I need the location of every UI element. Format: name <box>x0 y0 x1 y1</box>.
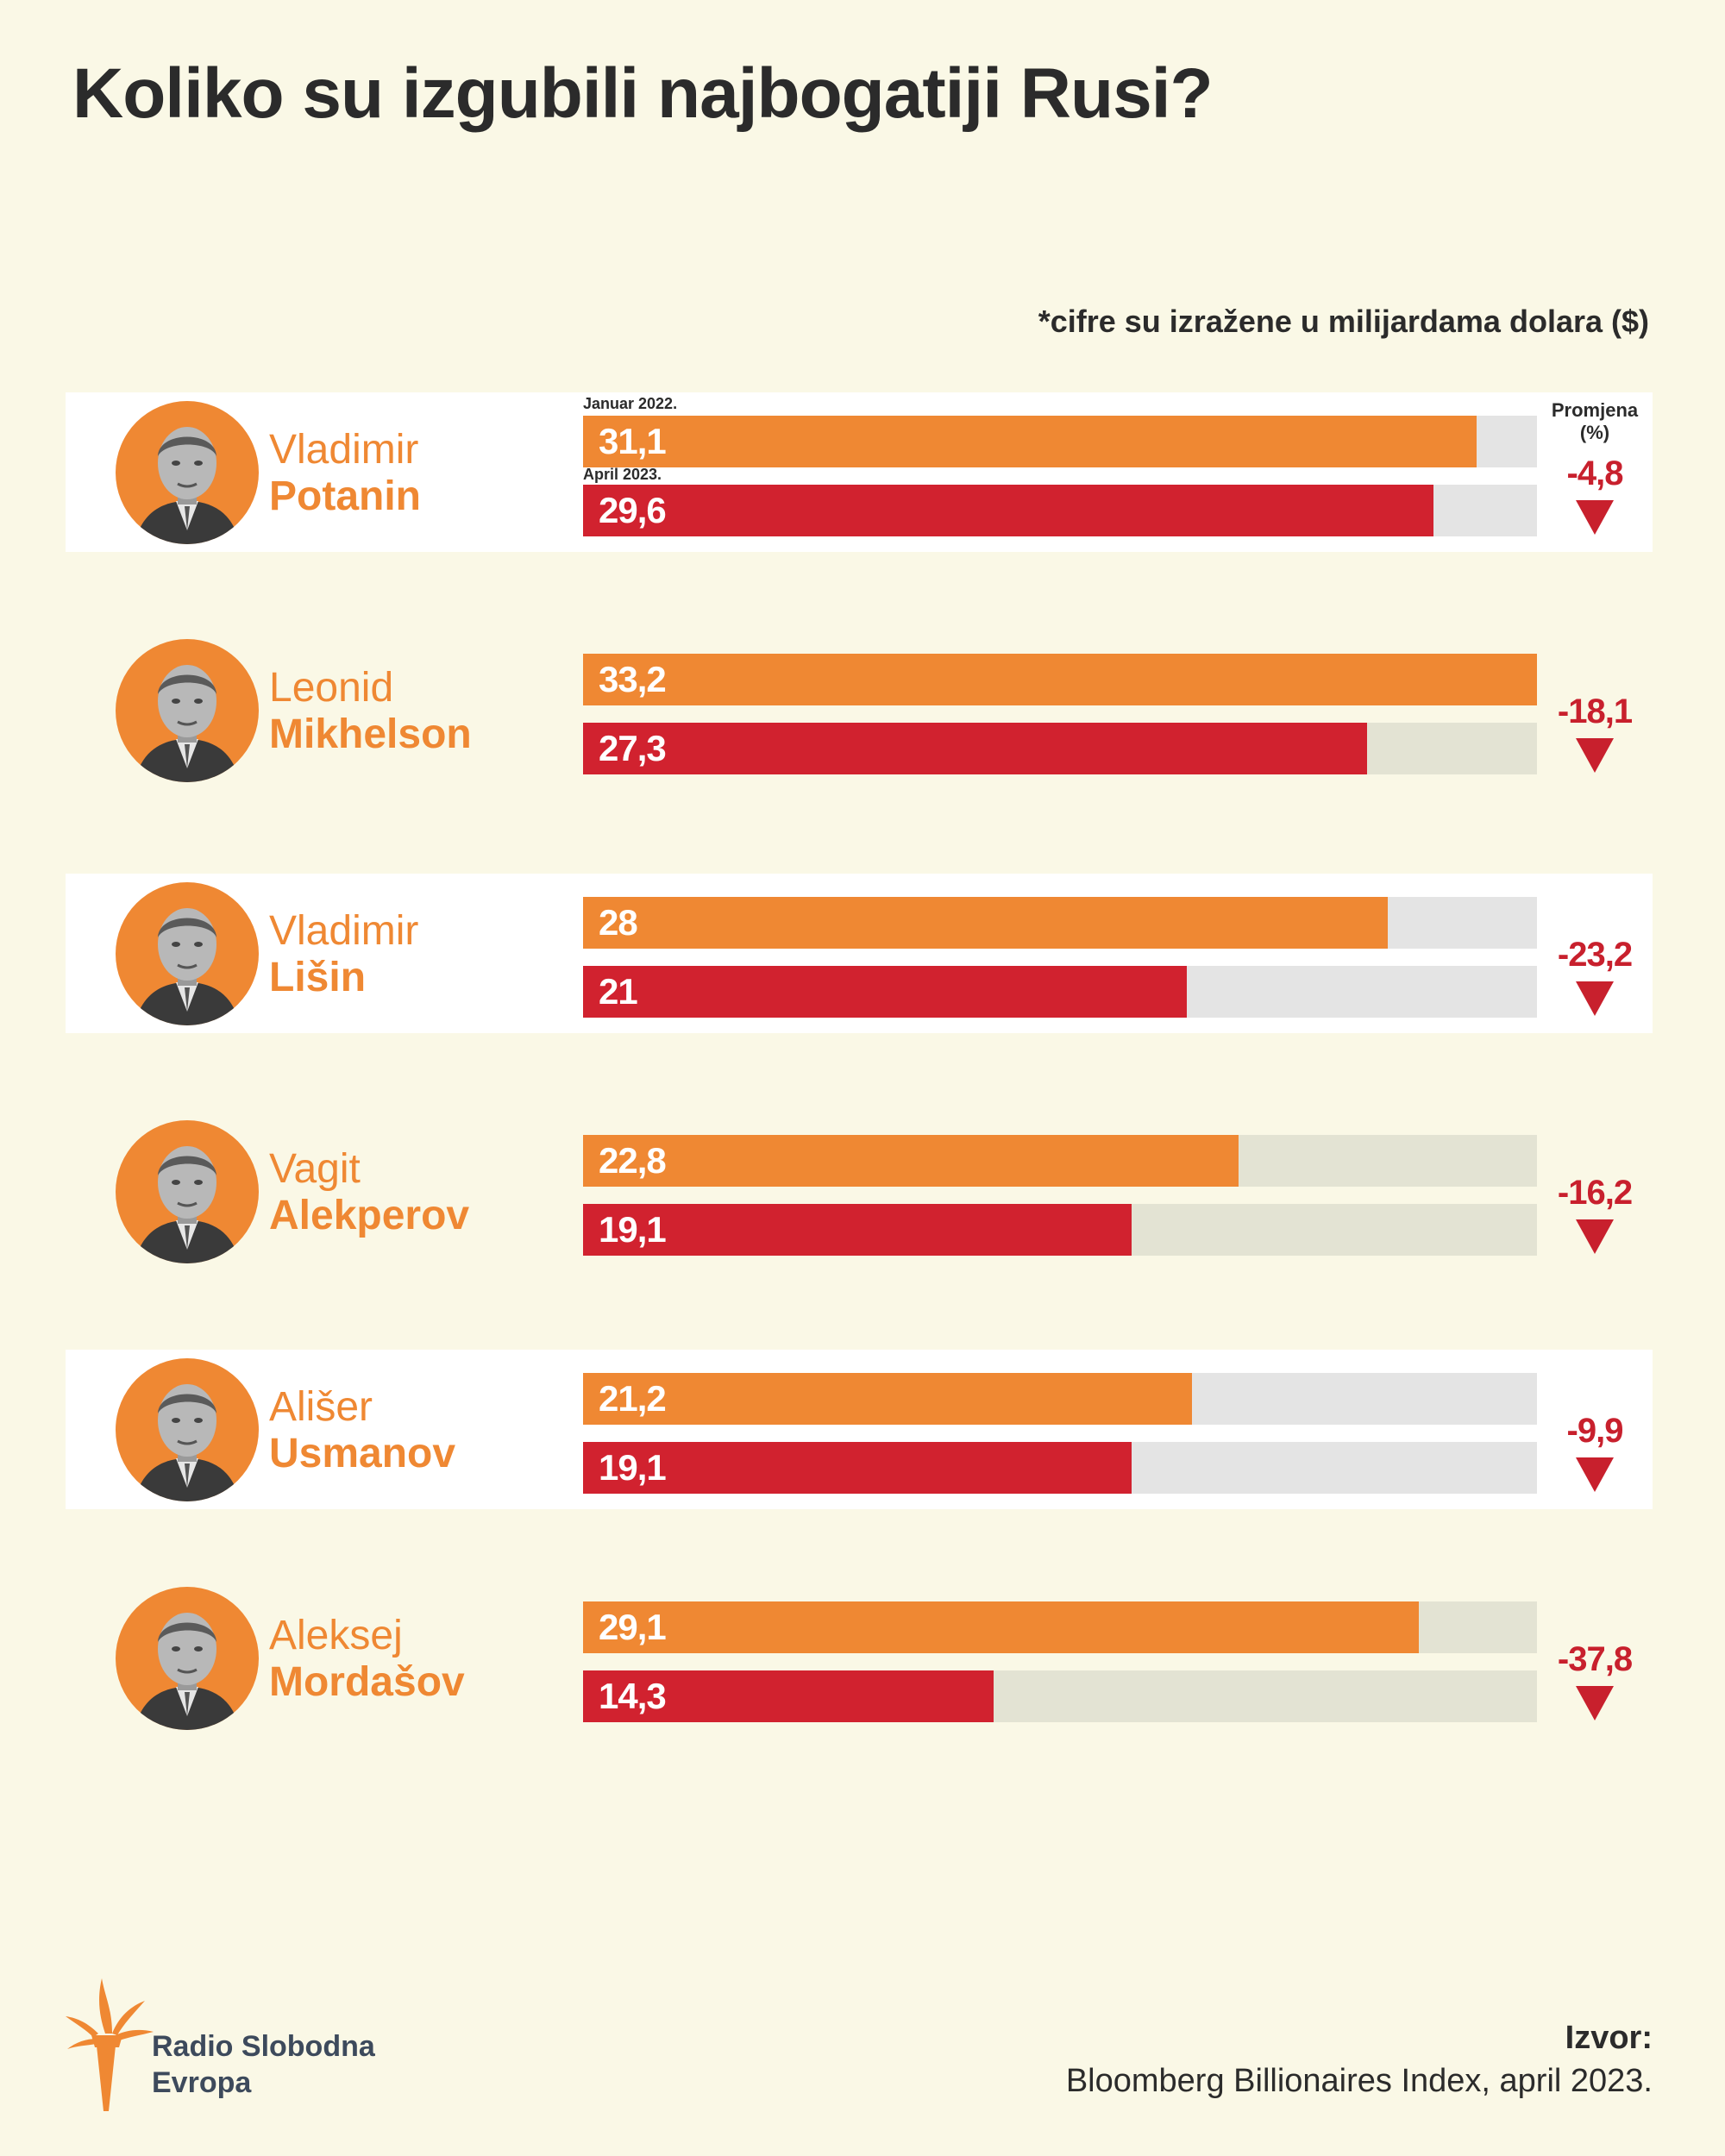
change-percent: -9,9 <box>1566 1412 1624 1450</box>
last-name: Potanin <box>269 473 421 519</box>
first-name: Vladimir <box>269 427 419 473</box>
legend-january-2022: Januar 2022. <box>583 395 678 412</box>
person-name: Aleksej Mordašov <box>269 1613 465 1706</box>
portrait-image <box>135 1384 240 1501</box>
bar-value-label: 28 <box>599 902 638 943</box>
january-2022-bar <box>583 1373 1193 1425</box>
person-name: Vagit Alekperov <box>269 1146 469 1239</box>
bar-track: 33,2 <box>583 654 1537 705</box>
april-2023-bar <box>583 966 1187 1018</box>
logo-line-2: Evropa <box>152 2066 252 2099</box>
bar-value-label: 27,3 <box>599 728 667 768</box>
last-name: Usmanov <box>269 1431 456 1476</box>
portrait-image <box>135 1146 240 1263</box>
source-text: Bloomberg Billionaires Index, april 2023… <box>1065 2063 1653 2099</box>
change-percent: -23,2 <box>1557 936 1633 974</box>
portrait-photo <box>116 1358 259 1501</box>
bar-track: 19,1 <box>583 1442 1537 1494</box>
logo-line-1: Radio Slobodna <box>152 2030 375 2063</box>
bar-track: 31,1 <box>583 416 1537 467</box>
change-percent: -18,1 <box>1557 693 1633 730</box>
bar-value-label: 21 <box>599 971 638 1012</box>
bar-value-label: 19,1 <box>599 1447 667 1488</box>
person-row: Vladimir Lišin 28 21 -23,2 <box>66 874 1653 1033</box>
january-2022-bar <box>583 654 1537 705</box>
april-2023-bar <box>583 1204 1132 1256</box>
bar-track: 28 <box>583 897 1537 949</box>
bar-value-label: 21,2 <box>599 1378 667 1419</box>
portrait-photo <box>116 401 259 544</box>
person-row: Vagit Alekperov 22,8 19,1 -16,2 <box>66 1112 1653 1271</box>
first-name: Ališer <box>269 1384 373 1430</box>
first-name: Vladimir <box>269 908 419 954</box>
last-name: Lišin <box>269 955 367 1000</box>
down-arrow-icon <box>1576 500 1614 535</box>
bar-track: 21 <box>583 966 1537 1018</box>
last-name: Mordašov <box>269 1659 465 1705</box>
first-name: Aleksej <box>269 1613 403 1658</box>
bar-value-label: 19,1 <box>599 1209 667 1250</box>
source-label: Izvor: <box>1565 2020 1653 2056</box>
bar-track: 14,3 <box>583 1670 1537 1722</box>
portrait-image <box>135 427 240 544</box>
unit-note: *cifre su izražene u milijardama dolara … <box>1038 304 1649 339</box>
april-2023-bar <box>583 485 1434 536</box>
person-name: Vladimir Lišin <box>269 908 418 1001</box>
change-header: Promjena (%) <box>1537 399 1653 444</box>
page-title: Koliko su izgubili najbogatiji Rusi? <box>72 54 1214 133</box>
january-2022-bar <box>583 1601 1420 1653</box>
bar-track: 27,3 <box>583 723 1537 774</box>
portrait-image <box>135 665 240 782</box>
first-name: Leonid <box>269 665 394 711</box>
person-name: Ališer Usmanov <box>269 1384 455 1477</box>
change-header-unit: (%) <box>1579 422 1610 443</box>
person-row: Leonid Mikhelson 33,2 27,3 -18,1 <box>66 630 1653 790</box>
source: Izvor: Bloomberg Billionaires Index, apr… <box>1066 2016 1653 2103</box>
down-arrow-icon <box>1576 1457 1614 1492</box>
january-2022-bar <box>583 416 1477 467</box>
last-name: Mikhelson <box>269 711 472 757</box>
change-percent: -16,2 <box>1557 1174 1633 1212</box>
april-2023-bar <box>583 1442 1132 1494</box>
down-arrow-icon <box>1576 1686 1614 1720</box>
april-2023-bar <box>583 723 1368 774</box>
person-row: Ališer Usmanov 21,2 19,1 -9,9 <box>66 1350 1653 1509</box>
change-percent: -4,8 <box>1566 454 1624 492</box>
change-header-label: Promjena <box>1551 399 1639 421</box>
january-2022-bar <box>583 897 1388 949</box>
january-2022-bar <box>583 1135 1239 1187</box>
portrait-photo <box>116 1587 259 1730</box>
person-name: Leonid Mikhelson <box>269 665 472 758</box>
bar-value-label: 14,3 <box>599 1676 667 1716</box>
portrait-image <box>135 908 240 1025</box>
change-percent: -37,8 <box>1557 1640 1633 1678</box>
bar-track: 29,1 <box>583 1601 1537 1653</box>
portrait-photo <box>116 1120 259 1263</box>
person-name: Vladimir Potanin <box>269 427 421 520</box>
bar-track: 19,1 <box>583 1204 1537 1256</box>
bar-value-label: 29,1 <box>599 1607 667 1647</box>
bar-value-label: 31,1 <box>599 421 667 461</box>
bar-value-label: 29,6 <box>599 490 667 530</box>
first-name: Vagit <box>269 1146 361 1192</box>
down-arrow-icon <box>1576 738 1614 773</box>
logo-text: Radio Slobodna Evropa <box>152 2028 375 2101</box>
portrait-image <box>135 1613 240 1730</box>
bar-track: 22,8 <box>583 1135 1537 1187</box>
bar-value-label: 33,2 <box>599 659 667 699</box>
portrait-photo <box>116 882 259 1025</box>
down-arrow-icon <box>1576 1219 1614 1254</box>
bar-track: 29,6 <box>583 485 1537 536</box>
last-name: Alekperov <box>269 1193 470 1238</box>
bar-value-label: 22,8 <box>599 1140 667 1181</box>
rfe-torch-logo <box>66 1978 154 2111</box>
person-row: Vladimir Potanin Januar 2022. April 2023. Pr… <box>66 392 1653 552</box>
person-row: Aleksej Mordašov 29,1 14,3 -37,8 <box>66 1578 1653 1738</box>
april-2023-bar <box>583 1670 994 1722</box>
portrait-photo <box>116 639 259 782</box>
bar-track: 21,2 <box>583 1373 1537 1425</box>
legend-april-2023: April 2023. <box>583 466 662 483</box>
down-arrow-icon <box>1576 981 1614 1016</box>
